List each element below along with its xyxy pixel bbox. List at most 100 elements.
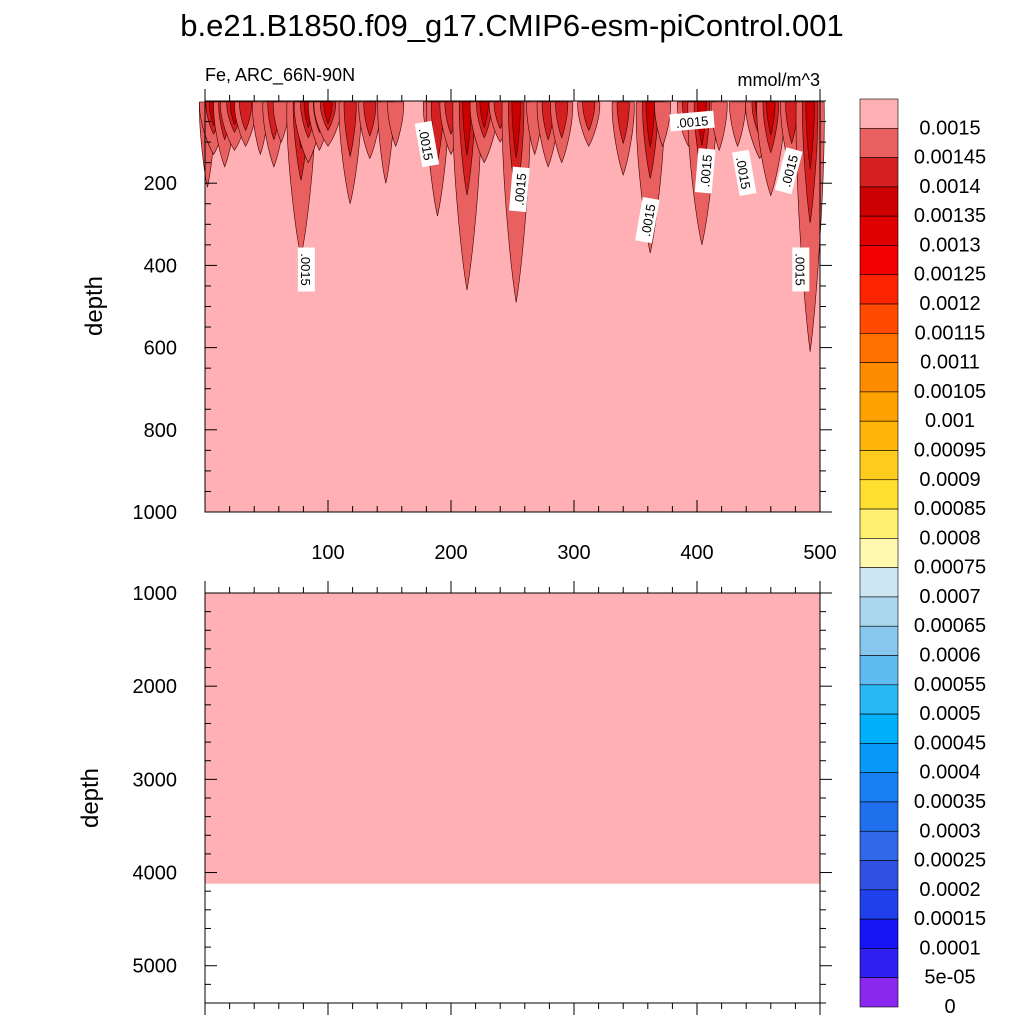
colorbar-box-8 — [859, 333, 899, 363]
upper-y-tick-label-0: 200 — [144, 173, 177, 195]
colorbar-box-28 — [859, 918, 899, 949]
colorbar-label-10: 0.001 — [925, 410, 975, 432]
colorbar-labels: 0.0015 0.00145 0.0014 0.00135 0.0013 0.00125 0… — [914, 117, 986, 1018]
colorbar-label-6: 0.0012 — [919, 293, 980, 315]
plume-13-level-1 — [363, 101, 377, 137]
colorbar-label-9: 0.00105 — [914, 381, 986, 403]
contour-label-2: .0015 — [508, 166, 530, 212]
contour-label-text-2: .0015 — [511, 173, 529, 207]
colorbar-label-24: 0.0003 — [919, 820, 980, 842]
colorbar-boxes — [859, 98, 899, 1008]
plume-4-level-1 — [239, 101, 252, 132]
contour-label-bg-4 — [669, 110, 715, 132]
contour-label-bg-5 — [694, 148, 716, 194]
contour-label-0: .0015 — [297, 247, 315, 292]
lower-y-axis: 1000 2000 3000 4000 5000 — [133, 583, 832, 1004]
upper-y-tick-label-3: 800 — [144, 420, 177, 442]
colorbar-box-0 — [859, 98, 899, 129]
contour-label-text-1: .0015 — [416, 127, 436, 162]
contour-label-bg-0 — [297, 247, 315, 292]
colorbar-label-5: 0.00125 — [914, 264, 986, 286]
colorbar-box-7 — [859, 303, 899, 334]
upper-x-tick-label-2: 300 — [557, 542, 590, 564]
contour-label-text-0: .0015 — [298, 253, 313, 286]
upper-y-axis: 200 400 600 800 1000 — [133, 100, 832, 524]
colorbar-box-2 — [859, 157, 899, 188]
upper-y-axis-title: depth — [81, 276, 108, 336]
colorbar-label-14: 0.0008 — [919, 527, 980, 549]
plume-25-level-1 — [555, 101, 569, 139]
plume-37-level-2 — [805, 101, 815, 170]
plume-33-level-0 — [729, 101, 746, 147]
colorbar-label-26: 0.0002 — [919, 879, 980, 901]
colorbar-label-21: 0.00045 — [914, 732, 986, 754]
lower-panel-fill — [205, 593, 820, 884]
lower-y-axis-title: depth — [77, 768, 104, 828]
plume-37-level-0 — [795, 101, 825, 352]
left-string: Fe, ARC_66N-90N — [205, 65, 355, 86]
colorbar-box-14 — [859, 508, 899, 539]
colorbar-box-5 — [859, 245, 899, 276]
colorbar-label-27: 0.00015 — [914, 908, 986, 930]
colorbar-label-18: 0.0006 — [919, 645, 980, 667]
upper-x-axis: 100 200 300 400 500 — [204, 89, 837, 564]
colorbar-label-11: 0.00095 — [914, 439, 986, 461]
contour-label-bg-2 — [508, 166, 530, 212]
contour-label-bg-8 — [792, 247, 810, 292]
colorbar-label-28: 0.0001 — [919, 937, 980, 959]
colorbar-label-23: 0.00035 — [914, 791, 986, 813]
colorbar-label-4: 0.0013 — [919, 234, 980, 256]
colorbar-box-10 — [859, 391, 899, 422]
plume-22-level-2 — [511, 101, 521, 159]
colorbar-label-20: 0.0005 — [919, 703, 980, 725]
colorbar-box-1 — [859, 127, 899, 158]
contour-label-bg-1 — [414, 120, 440, 168]
colorbar-label-16: 0.0007 — [919, 586, 980, 608]
colorbar-box-27 — [859, 889, 899, 920]
contour-label-bg-3 — [635, 196, 660, 244]
contour-label-1: .0015 — [414, 120, 440, 168]
colorbar-label-8: 0.0011 — [920, 352, 980, 374]
contour-label-text-4: .0015 — [675, 113, 709, 131]
colorbar-box-23 — [859, 772, 899, 803]
colorbar-box-11 — [859, 420, 899, 451]
plume-26-level-1 — [582, 101, 596, 132]
upper-depth-panel: .0015 .0015 .0015 .0015 .0015 .0015 .0015 .0015… — [81, 89, 837, 564]
colorbar-label-12: 0.0009 — [919, 469, 980, 491]
chart-title: b.e21.B1850.f09_g17.CMIP6-esm-piControl.… — [180, 8, 843, 43]
lower-y-tick-label-2: 3000 — [133, 769, 178, 791]
colorbar-label-0: 0.0015 — [919, 117, 980, 139]
colorbar-label-29: 5e-05 — [924, 967, 975, 989]
plume-20-level-2 — [479, 101, 489, 129]
colorbar-label-1: 0.00145 — [914, 147, 986, 169]
contour-label-4: .0015 — [669, 110, 715, 132]
plume-15-level-0 — [387, 101, 404, 147]
colorbar-label-22: 0.0004 — [919, 762, 980, 784]
upper-x-tick-label-3: 400 — [680, 542, 713, 564]
lower-y-tick-label-4: 5000 — [133, 956, 178, 978]
contour-label-5: .0015 — [694, 148, 716, 194]
lower-y-tick-label-3: 4000 — [133, 863, 178, 885]
contour-label-6: .0015 — [732, 149, 757, 196]
upper-contour-labels: .0015 .0015 .0015 .0015 .0015 .0015 .0015 .0015… — [297, 110, 810, 292]
colorbar-box-17 — [859, 596, 899, 627]
lower-depth-panel: 1000 2000 3000 4000 5000 depth — [77, 581, 832, 1015]
plume-29-level-0 — [654, 101, 671, 147]
colorbar-box-20 — [859, 684, 899, 715]
colorbar-label-17: 0.00065 — [914, 615, 986, 637]
colorbar-box-9 — [859, 362, 899, 393]
colorbar-box-16 — [859, 567, 899, 598]
colorbar-box-29 — [859, 948, 899, 979]
contour-label-text-8: .0015 — [792, 253, 807, 286]
colorbar-box-18 — [859, 625, 899, 656]
plume-35-level-2 — [766, 101, 776, 136]
colorbar-box-26 — [859, 860, 899, 891]
colorbar-label-2: 0.0014 — [919, 176, 980, 198]
plume-28-level-2 — [645, 101, 655, 148]
plume-19-level-0 — [452, 101, 482, 291]
contour-label-8: .0015 — [792, 247, 810, 292]
upper-y-tick-label-1: 400 — [144, 255, 177, 277]
colorbar-box-13 — [859, 479, 899, 510]
plume-27-level-1 — [616, 101, 630, 145]
